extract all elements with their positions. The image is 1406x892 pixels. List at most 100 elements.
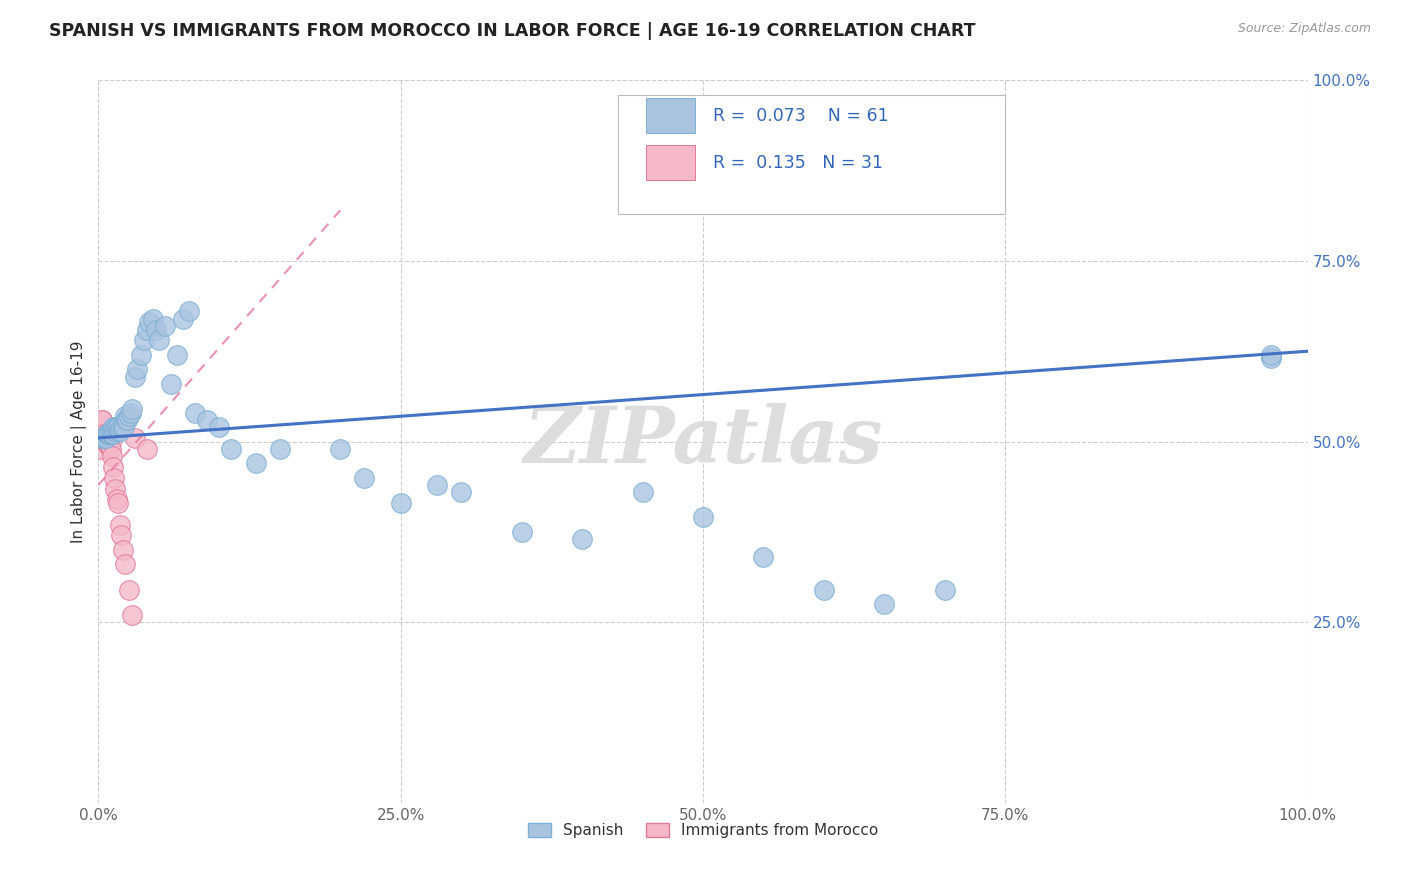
Point bbox=[813, 582, 835, 597]
Point bbox=[631, 485, 654, 500]
Point bbox=[94, 434, 117, 449]
Point bbox=[873, 597, 896, 611]
Point bbox=[104, 482, 127, 496]
Point bbox=[142, 311, 165, 326]
Point bbox=[103, 470, 125, 484]
Point bbox=[179, 304, 201, 318]
Point bbox=[129, 348, 152, 362]
Point bbox=[98, 427, 121, 442]
Point bbox=[108, 517, 131, 532]
Point bbox=[124, 431, 146, 445]
FancyBboxPatch shape bbox=[647, 145, 695, 180]
Point bbox=[172, 311, 194, 326]
Text: Source: ZipAtlas.com: Source: ZipAtlas.com bbox=[1237, 22, 1371, 36]
Point bbox=[100, 434, 122, 449]
Point bbox=[97, 427, 120, 442]
Point bbox=[120, 406, 142, 420]
Point bbox=[96, 431, 118, 445]
Point bbox=[97, 438, 120, 452]
Point bbox=[107, 496, 129, 510]
Point bbox=[108, 424, 131, 438]
Point bbox=[571, 532, 593, 546]
Point bbox=[426, 478, 449, 492]
Point bbox=[135, 322, 157, 336]
Point bbox=[121, 402, 143, 417]
Point bbox=[105, 420, 128, 434]
Point bbox=[389, 496, 412, 510]
Point bbox=[114, 558, 136, 572]
Point bbox=[934, 582, 956, 597]
Point bbox=[111, 542, 134, 557]
Point bbox=[94, 431, 117, 445]
Point bbox=[101, 427, 124, 442]
Text: R =  0.073    N = 61: R = 0.073 N = 61 bbox=[713, 107, 889, 125]
Point bbox=[93, 431, 115, 445]
Point bbox=[115, 413, 138, 427]
Point bbox=[329, 442, 352, 456]
Point bbox=[269, 442, 291, 456]
Point bbox=[98, 434, 121, 449]
Point bbox=[138, 315, 160, 329]
Point bbox=[107, 420, 129, 434]
Point bbox=[103, 424, 125, 438]
Point bbox=[91, 431, 114, 445]
Point bbox=[117, 413, 139, 427]
Point bbox=[118, 582, 141, 597]
Point bbox=[124, 369, 146, 384]
Y-axis label: In Labor Force | Age 16-19: In Labor Force | Age 16-19 bbox=[72, 340, 87, 543]
Point bbox=[100, 449, 122, 463]
Point bbox=[153, 318, 176, 333]
Point bbox=[145, 322, 167, 336]
Text: ZIPatlas: ZIPatlas bbox=[523, 403, 883, 480]
Point bbox=[752, 550, 775, 565]
Point bbox=[105, 492, 128, 507]
Point bbox=[91, 413, 114, 427]
Point bbox=[91, 431, 114, 445]
Point bbox=[96, 427, 118, 442]
Point bbox=[100, 442, 122, 456]
Point bbox=[195, 413, 218, 427]
Point bbox=[112, 420, 135, 434]
Point bbox=[110, 420, 132, 434]
Point bbox=[96, 434, 118, 449]
Point bbox=[208, 420, 231, 434]
Point bbox=[1260, 351, 1282, 366]
Point bbox=[135, 442, 157, 456]
Point bbox=[90, 442, 112, 456]
Point bbox=[100, 427, 122, 442]
Point bbox=[100, 427, 122, 442]
Point bbox=[93, 431, 115, 445]
Point bbox=[118, 409, 141, 424]
Point bbox=[101, 459, 124, 474]
Point bbox=[91, 413, 114, 427]
Point bbox=[221, 442, 243, 456]
Point bbox=[111, 420, 134, 434]
Point bbox=[98, 438, 121, 452]
Point bbox=[184, 406, 207, 420]
Text: SPANISH VS IMMIGRANTS FROM MOROCCO IN LABOR FORCE | AGE 16-19 CORRELATION CHART: SPANISH VS IMMIGRANTS FROM MOROCCO IN LA… bbox=[49, 22, 976, 40]
Point bbox=[104, 420, 127, 434]
Point bbox=[692, 510, 714, 524]
Point bbox=[160, 376, 183, 391]
Point bbox=[91, 431, 114, 445]
Point bbox=[510, 524, 533, 539]
Point bbox=[166, 348, 188, 362]
Point bbox=[127, 362, 149, 376]
Point bbox=[148, 334, 170, 348]
Point bbox=[245, 456, 267, 470]
Point bbox=[450, 485, 472, 500]
Point bbox=[1260, 348, 1282, 362]
Point bbox=[89, 431, 111, 445]
FancyBboxPatch shape bbox=[647, 98, 695, 133]
Point bbox=[110, 528, 132, 542]
Point bbox=[353, 470, 375, 484]
Point bbox=[97, 431, 120, 445]
FancyBboxPatch shape bbox=[619, 95, 1005, 214]
Point bbox=[108, 424, 131, 438]
Legend: Spanish, Immigrants from Morocco: Spanish, Immigrants from Morocco bbox=[520, 815, 886, 846]
Point bbox=[101, 420, 124, 434]
Point bbox=[134, 334, 156, 348]
Point bbox=[114, 409, 136, 424]
Point bbox=[121, 607, 143, 622]
Point bbox=[93, 427, 115, 442]
